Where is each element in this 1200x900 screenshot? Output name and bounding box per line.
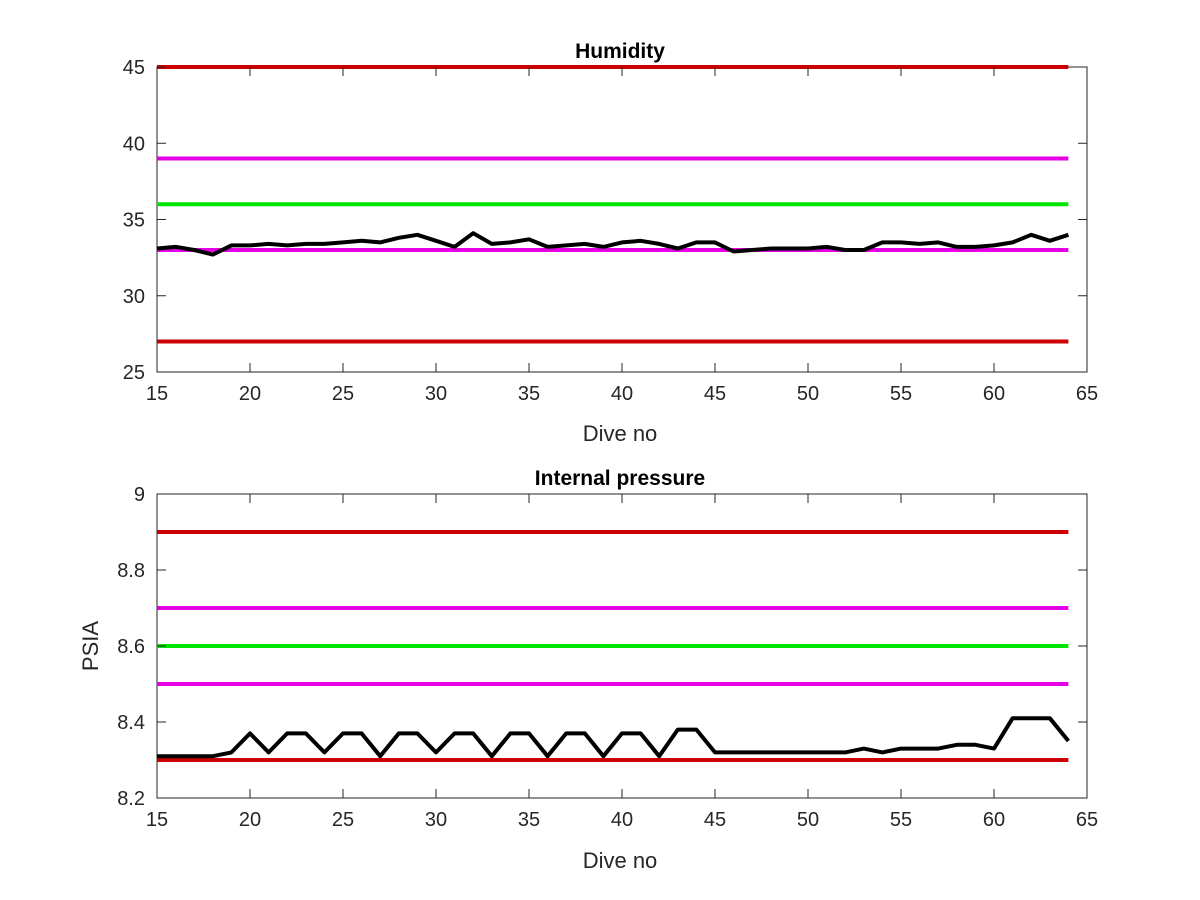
humidity-y-tick-label: 40	[123, 133, 145, 155]
humidity-x-tick-label: 35	[518, 383, 540, 405]
internal-pressure-x-tick-label: 15	[146, 809, 168, 831]
internal-pressure-y-tick-label: 8.4	[117, 712, 145, 734]
humidity-x-tick-label: 25	[332, 383, 354, 405]
internal-pressure-reference-lines	[157, 530, 1069, 762]
internal-pressure-x-ticks: 15 20 25 30 35 40 45 50 55 60 65	[146, 494, 1098, 831]
humidity-x-tick-label: 60	[983, 383, 1005, 405]
internal-pressure-x-tick-label: 45	[704, 809, 726, 831]
internal-pressure-x-tick-label: 25	[332, 809, 354, 831]
humidity-axes-frame	[156, 66, 1088, 373]
internal-pressure-y-axis-label: PSIA	[78, 621, 103, 671]
internal-pressure-x-tick-label: 35	[518, 809, 540, 831]
internal-pressure-y-tick-label: 8.2	[117, 788, 145, 810]
humidity-x-tick-label: 20	[239, 383, 261, 405]
humidity-y-tick-label: 25	[123, 362, 145, 384]
humidity-y-tick-label: 45	[123, 57, 145, 79]
internal-pressure-x-tick-label: 60	[983, 809, 1005, 831]
humidity-series	[156, 231, 1070, 257]
internal-pressure-y-tick-label: 8.8	[117, 560, 145, 582]
humidity-series-line-0	[156, 231, 1070, 257]
humidity-x-tick-label: 45	[704, 383, 726, 405]
internal-pressure-series-line-0	[157, 716, 1070, 759]
internal-pressure-x-tick-label: 20	[239, 809, 261, 831]
humidity-x-ticks: 15 20 25 30 35 40 45 50 55 60 65	[146, 67, 1098, 405]
humidity-x-tick-label: 65	[1076, 383, 1098, 405]
humidity-subplot: 15 20 25 30 35 40 45 50 55 60 65 25 30 35 40 45 Humidi…	[123, 40, 1098, 446]
humidity-reference-lines	[157, 65, 1069, 344]
internal-pressure-subplot: 15 20 25 30 35 40 45 50 55 60 65 8.2 8.4 8.6 8.8 9 Int…	[78, 467, 1098, 873]
internal-pressure-x-tick-label: 40	[611, 809, 633, 831]
internal-pressure-x-tick-label: 30	[425, 809, 447, 831]
humidity-x-tick-label: 15	[146, 383, 168, 405]
internal-pressure-x-tick-label: 65	[1076, 809, 1098, 831]
humidity-x-tick-label: 40	[611, 383, 633, 405]
internal-pressure-y-tick-label: 8.6	[117, 636, 145, 658]
internal-pressure-title: Internal pressure	[535, 467, 705, 490]
internal-pressure-y-ticks: 8.2 8.4 8.6 8.8 9	[117, 484, 1087, 810]
humidity-x-tick-label: 30	[425, 383, 447, 405]
humidity-y-ticks: 25 30 35 40 45	[123, 57, 1087, 384]
internal-pressure-x-axis-label: Dive no	[583, 848, 658, 873]
humidity-x-tick-label: 50	[797, 383, 819, 405]
humidity-x-tick-label: 55	[890, 383, 912, 405]
humidity-title: Humidity	[575, 40, 665, 63]
humidity-y-tick-label: 30	[123, 286, 145, 308]
internal-pressure-y-tick-label: 9	[134, 484, 145, 506]
humidity-x-axis-label: Dive no	[583, 421, 658, 446]
internal-pressure-series	[157, 716, 1070, 759]
internal-pressure-x-tick-label: 50	[797, 809, 819, 831]
humidity-y-tick-label: 35	[123, 210, 145, 232]
internal-pressure-x-tick-label: 55	[890, 809, 912, 831]
